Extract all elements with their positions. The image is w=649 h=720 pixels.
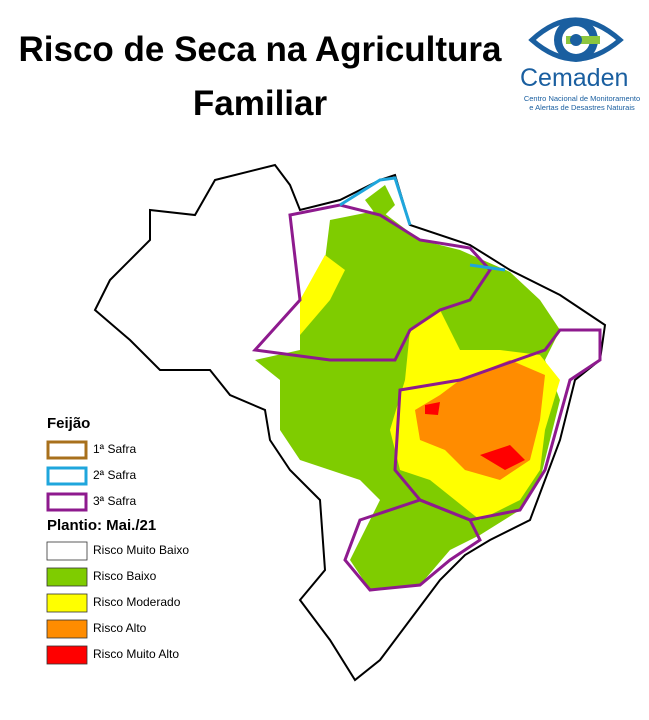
legend-label: Risco Moderado bbox=[93, 595, 181, 609]
legend-title: Plantio: Mai./21 bbox=[47, 517, 156, 534]
legend-swatch bbox=[46, 440, 88, 460]
title-line: Familiar bbox=[192, 84, 328, 123]
logo-icon bbox=[528, 17, 624, 62]
logo-subtitle: Centro Nacional de Monitoramento bbox=[523, 94, 641, 103]
legend-label: 1ª Safra bbox=[93, 442, 136, 456]
title-line: Risco de Seca na Agricultura bbox=[18, 30, 502, 69]
risk-very-high-area bbox=[425, 402, 525, 470]
risk-low-area bbox=[365, 185, 395, 220]
legend-label: Risco Alto bbox=[93, 621, 147, 635]
legend-label: Risco Baixo bbox=[93, 569, 157, 583]
legend-swatch bbox=[46, 619, 88, 639]
legend-swatch bbox=[46, 645, 88, 665]
logo-name: Cemaden bbox=[520, 64, 629, 92]
legend-swatch bbox=[46, 541, 88, 561]
legend-label: 3ª Safra bbox=[93, 494, 136, 508]
legend-swatch bbox=[46, 593, 88, 613]
risk-moderate-area bbox=[300, 255, 345, 335]
legend-swatch bbox=[46, 466, 88, 486]
legend-label: Risco Muito Alto bbox=[93, 647, 179, 661]
legend-label: Risco Muito Baixo bbox=[93, 543, 189, 557]
legend-title: Feijão bbox=[47, 415, 90, 432]
season-borders bbox=[251, 176, 602, 592]
logo-subtitle: e Alertas de Desastres Naturais bbox=[529, 103, 635, 112]
legend-swatch bbox=[46, 492, 88, 512]
legend-swatch bbox=[46, 567, 88, 587]
legend-label: 2ª Safra bbox=[93, 468, 136, 482]
